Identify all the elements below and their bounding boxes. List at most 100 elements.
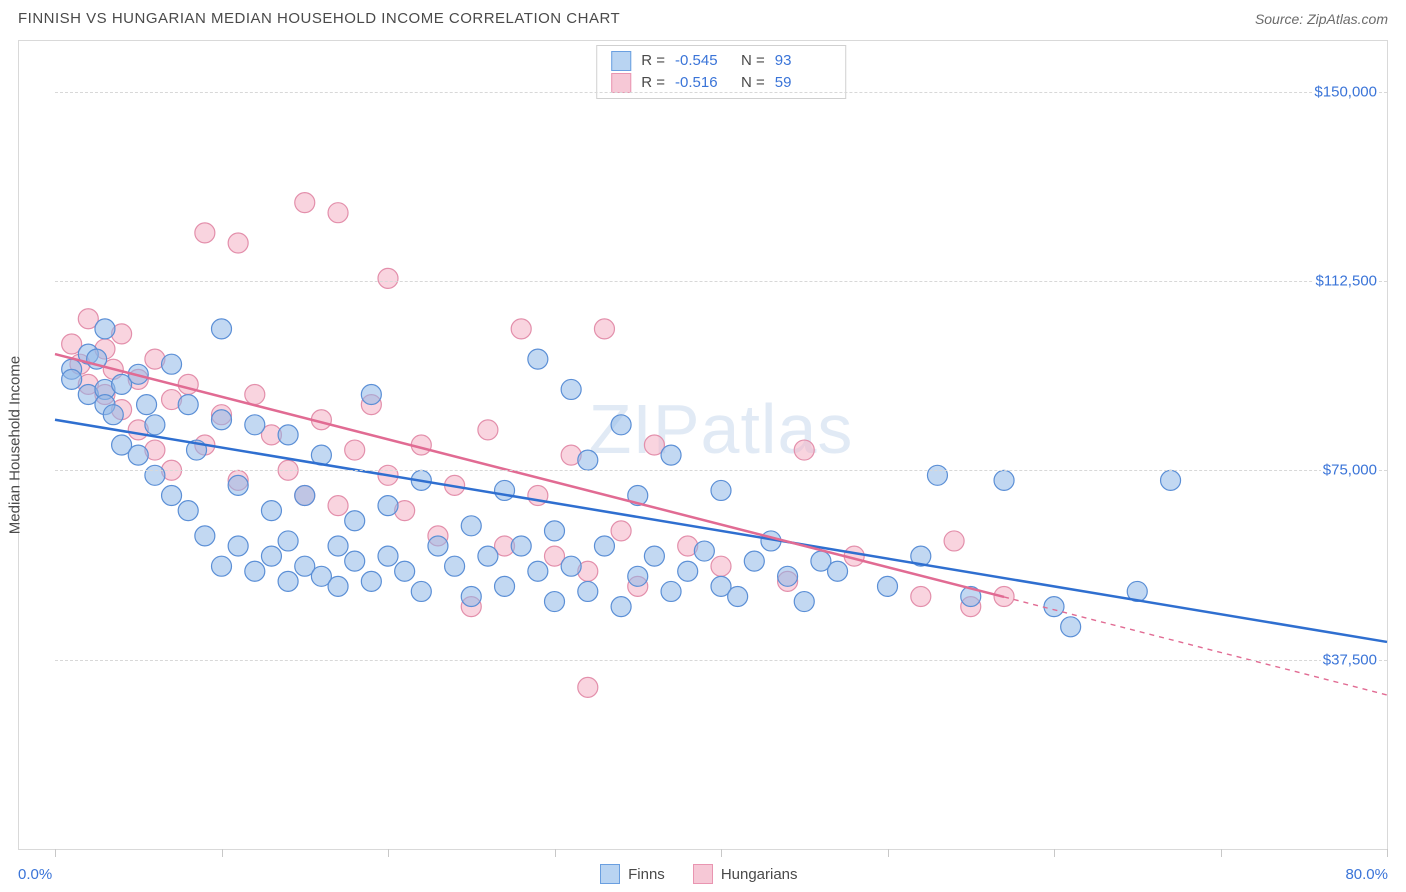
legend-item: Hungarians — [693, 864, 798, 884]
data-point — [694, 541, 714, 561]
data-point — [378, 496, 398, 516]
data-point — [478, 546, 498, 566]
data-point — [528, 349, 548, 369]
legend-label: Hungarians — [721, 866, 798, 883]
data-point — [1161, 470, 1181, 490]
gridline — [55, 92, 1387, 93]
y-tick-label: $75,000 — [1321, 462, 1379, 479]
data-point — [103, 405, 123, 425]
data-point — [278, 531, 298, 551]
data-point — [611, 597, 631, 617]
data-point — [1044, 597, 1064, 617]
data-point — [295, 193, 315, 213]
data-point — [578, 677, 598, 697]
data-point — [345, 440, 365, 460]
y-axis-label: Median Household Income — [7, 356, 24, 534]
data-point — [128, 445, 148, 465]
data-point — [711, 556, 731, 576]
data-point — [145, 465, 165, 485]
data-point — [528, 561, 548, 581]
n-value: 93 — [775, 50, 831, 72]
data-point — [228, 475, 248, 495]
data-point — [212, 410, 232, 430]
gridline — [55, 281, 1387, 282]
data-point — [261, 546, 281, 566]
data-point — [644, 546, 664, 566]
data-point — [411, 581, 431, 601]
x-tick — [222, 849, 223, 857]
series-swatch — [611, 51, 631, 71]
data-point — [278, 425, 298, 445]
data-point — [878, 576, 898, 596]
data-point — [578, 450, 598, 470]
x-tick — [388, 849, 389, 857]
data-point — [994, 470, 1014, 490]
data-point — [511, 319, 531, 339]
chart-container: Median Household Income ZIPatlas R =-0.5… — [18, 40, 1388, 850]
data-point — [445, 556, 465, 576]
series-swatch — [611, 73, 631, 93]
data-point — [545, 521, 565, 541]
data-point — [162, 486, 182, 506]
data-point — [478, 420, 498, 440]
data-point — [495, 576, 515, 596]
data-point — [561, 556, 581, 576]
x-tick — [1054, 849, 1055, 857]
data-point — [328, 203, 348, 223]
data-point — [395, 561, 415, 581]
data-point — [611, 521, 631, 541]
r-label: R = — [641, 50, 665, 72]
data-point — [744, 551, 764, 571]
data-point — [361, 571, 381, 591]
data-point — [628, 566, 648, 586]
data-point — [661, 445, 681, 465]
data-point — [178, 501, 198, 521]
data-point — [162, 354, 182, 374]
x-tick — [888, 849, 889, 857]
data-point — [594, 319, 614, 339]
data-point — [927, 465, 947, 485]
y-tick-label: $37,500 — [1321, 651, 1379, 668]
x-tick — [555, 849, 556, 857]
x-tick — [1221, 849, 1222, 857]
data-point — [794, 592, 814, 612]
x-tick — [721, 849, 722, 857]
data-point — [461, 587, 481, 607]
data-point — [678, 561, 698, 581]
data-point — [778, 566, 798, 586]
chart-svg — [55, 41, 1387, 849]
data-point — [511, 536, 531, 556]
data-point — [245, 561, 265, 581]
source-label: Source: — [1255, 11, 1303, 27]
data-point — [944, 531, 964, 551]
data-point — [62, 369, 82, 389]
data-point — [278, 571, 298, 591]
data-point — [1061, 617, 1081, 637]
data-point — [145, 415, 165, 435]
data-point — [345, 551, 365, 571]
data-point — [794, 440, 814, 460]
chart-title: FINNISH VS HUNGARIAN MEDIAN HOUSEHOLD IN… — [18, 10, 620, 27]
data-point — [261, 501, 281, 521]
data-point — [495, 480, 515, 500]
stats-row: R =-0.545N =93 — [611, 50, 831, 72]
data-point — [245, 385, 265, 405]
data-point — [195, 526, 215, 546]
x-axis-min-label: 0.0% — [18, 866, 52, 883]
data-point — [245, 415, 265, 435]
data-point — [361, 385, 381, 405]
data-point — [328, 536, 348, 556]
x-tick — [1387, 849, 1388, 857]
trend-line — [55, 420, 1387, 642]
data-point — [178, 395, 198, 415]
data-point — [228, 233, 248, 253]
legend-label: Finns — [628, 866, 665, 883]
source-line: Source: ZipAtlas.com — [1255, 11, 1388, 27]
data-point — [295, 486, 315, 506]
data-point — [561, 379, 581, 399]
data-point — [911, 587, 931, 607]
source-value: ZipAtlas.com — [1307, 11, 1388, 27]
data-point — [195, 223, 215, 243]
data-point — [328, 576, 348, 596]
data-point — [345, 511, 365, 531]
